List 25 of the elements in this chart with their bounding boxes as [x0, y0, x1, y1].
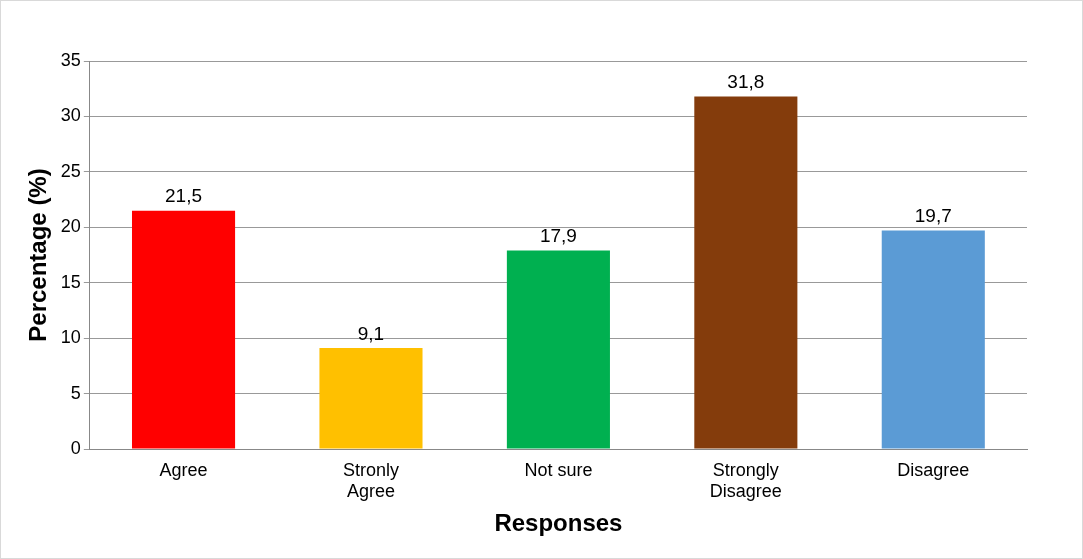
- y-tick-label: 30: [60, 105, 81, 126]
- bar: [881, 230, 985, 449]
- bar: [694, 96, 798, 449]
- x-tick-label: Disagree: [897, 459, 970, 480]
- data-label: 19,7: [914, 205, 952, 227]
- y-tick-label: 15: [60, 271, 81, 292]
- data-label: 9,1: [357, 322, 385, 344]
- y-tick-label: 5: [70, 382, 81, 403]
- data-label: 21,5: [165, 185, 203, 207]
- y-tick-label: 35: [60, 49, 81, 70]
- data-label: 31,8: [727, 71, 765, 93]
- bar: [506, 250, 610, 449]
- y-tick-label: 25: [60, 160, 81, 181]
- bar: [132, 210, 236, 449]
- y-tick-label: 0: [70, 437, 81, 458]
- x-tick-label: Not sure: [524, 459, 593, 480]
- y-tick-label: 10: [60, 327, 81, 348]
- x-axis-title: Responses: [494, 509, 623, 537]
- y-tick-label: 20: [60, 216, 81, 237]
- x-tick-label: Stronly Agree: [342, 459, 399, 502]
- data-label: 17,9: [539, 225, 577, 247]
- y-axis-title: Percentage (%): [24, 168, 52, 342]
- x-tick-label: Strongly Disagree: [709, 459, 782, 502]
- x-tick-label: Agree: [159, 459, 208, 480]
- bar: [319, 348, 423, 449]
